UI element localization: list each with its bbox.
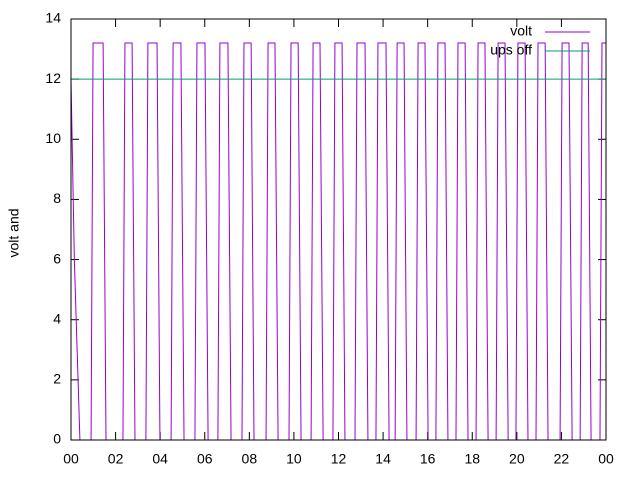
x-tick-label: 06 bbox=[197, 451, 213, 467]
x-tick-label: 12 bbox=[331, 451, 347, 467]
x-tick-label: 18 bbox=[464, 451, 480, 467]
y-tick-label: 14 bbox=[45, 10, 61, 26]
x-tick-label: 22 bbox=[554, 451, 570, 467]
x-tick-label: 04 bbox=[152, 451, 168, 467]
y-axis-label: volt and bbox=[6, 208, 22, 257]
legend-label: volt bbox=[510, 23, 532, 39]
x-tick-label: 02 bbox=[108, 451, 124, 467]
x-tick-label: 20 bbox=[509, 451, 525, 467]
legend-label: ups off bbox=[490, 42, 532, 58]
x-tick-label: 16 bbox=[420, 451, 436, 467]
series-line bbox=[70, 42, 606, 441]
plot-border bbox=[70, 18, 607, 441]
y-tick-label: 4 bbox=[53, 310, 61, 326]
x-tick-label: 00 bbox=[63, 451, 79, 467]
y-tick-label: 2 bbox=[53, 371, 61, 387]
y-tick-label: 6 bbox=[53, 250, 61, 266]
x-tick-label: 10 bbox=[286, 451, 302, 467]
y-tick-label: 0 bbox=[53, 431, 61, 447]
y-tick-label: 10 bbox=[45, 130, 61, 146]
x-tick-label: 08 bbox=[242, 451, 258, 467]
x-tick-label: 00 bbox=[598, 451, 614, 467]
x-tick-label: 14 bbox=[375, 451, 391, 467]
y-tick-label: 12 bbox=[45, 70, 61, 86]
y-tick-label: 8 bbox=[53, 190, 61, 206]
